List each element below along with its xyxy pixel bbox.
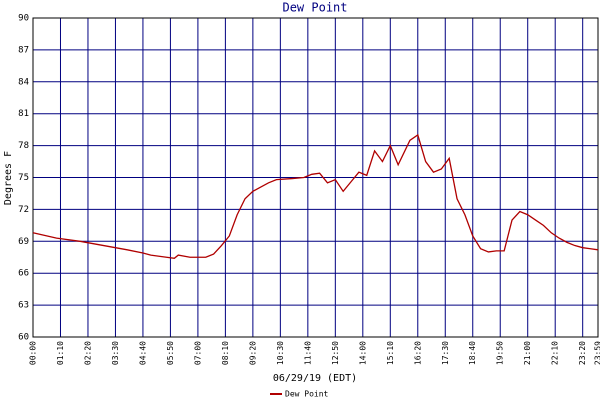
y-tick-label: 66	[18, 269, 29, 279]
x-tick-label: 23:20	[578, 341, 587, 365]
y-tick-label: 78	[18, 141, 29, 151]
y-tick-label: 69	[18, 237, 29, 247]
x-tick-label: 03:30	[111, 341, 120, 365]
x-tick-label: 02:20	[83, 341, 92, 365]
x-tick-label: 14:00	[358, 341, 367, 365]
x-tick-label: 22:10	[551, 341, 560, 365]
y-tick-label: 90	[18, 14, 29, 24]
x-tick-label: 16:20	[413, 341, 422, 365]
x-tick-label: 10:30	[276, 341, 285, 365]
y-tick-label: 75	[18, 173, 29, 183]
y-tick-label: 60	[18, 333, 29, 343]
x-tick-label: 00:00	[29, 341, 38, 365]
y-tick-label: 84	[18, 77, 29, 87]
x-tick-label: 21:00	[523, 341, 532, 365]
y-tick-label: 72	[18, 205, 29, 215]
data-line	[32, 133, 599, 259]
x-tick-label: 19:50	[496, 341, 505, 365]
x-tick-label: 18:40	[468, 341, 477, 365]
x-tick-label: 11:40	[303, 341, 312, 365]
x-tick-label: 12:50	[331, 341, 340, 365]
x-tick-label: 09:20	[248, 341, 257, 365]
y-axis-label: Degrees F	[3, 151, 14, 205]
x-tick-label: 07:00	[193, 341, 202, 365]
x-tick-label: 01:10	[56, 341, 65, 365]
x-tick-label: 05:50	[166, 341, 175, 365]
x-tick-label: 23:59	[594, 341, 600, 365]
y-tick-label: 81	[18, 109, 29, 119]
y-tick-label: 87	[18, 45, 29, 55]
x-tick-label: 15:10	[386, 341, 395, 365]
plot-border	[32, 17, 599, 338]
x-tick-label: 08:10	[221, 341, 230, 365]
x-axis-label: 06/29/19 (EDT)	[273, 373, 357, 384]
x-tick-label: 04:40	[138, 341, 147, 365]
legend-label: Dew Point	[285, 390, 329, 399]
y-tick-label: 63	[18, 301, 29, 311]
x-tick-label: 17:30	[441, 341, 450, 365]
chart-title: Dew Point	[282, 1, 347, 15]
